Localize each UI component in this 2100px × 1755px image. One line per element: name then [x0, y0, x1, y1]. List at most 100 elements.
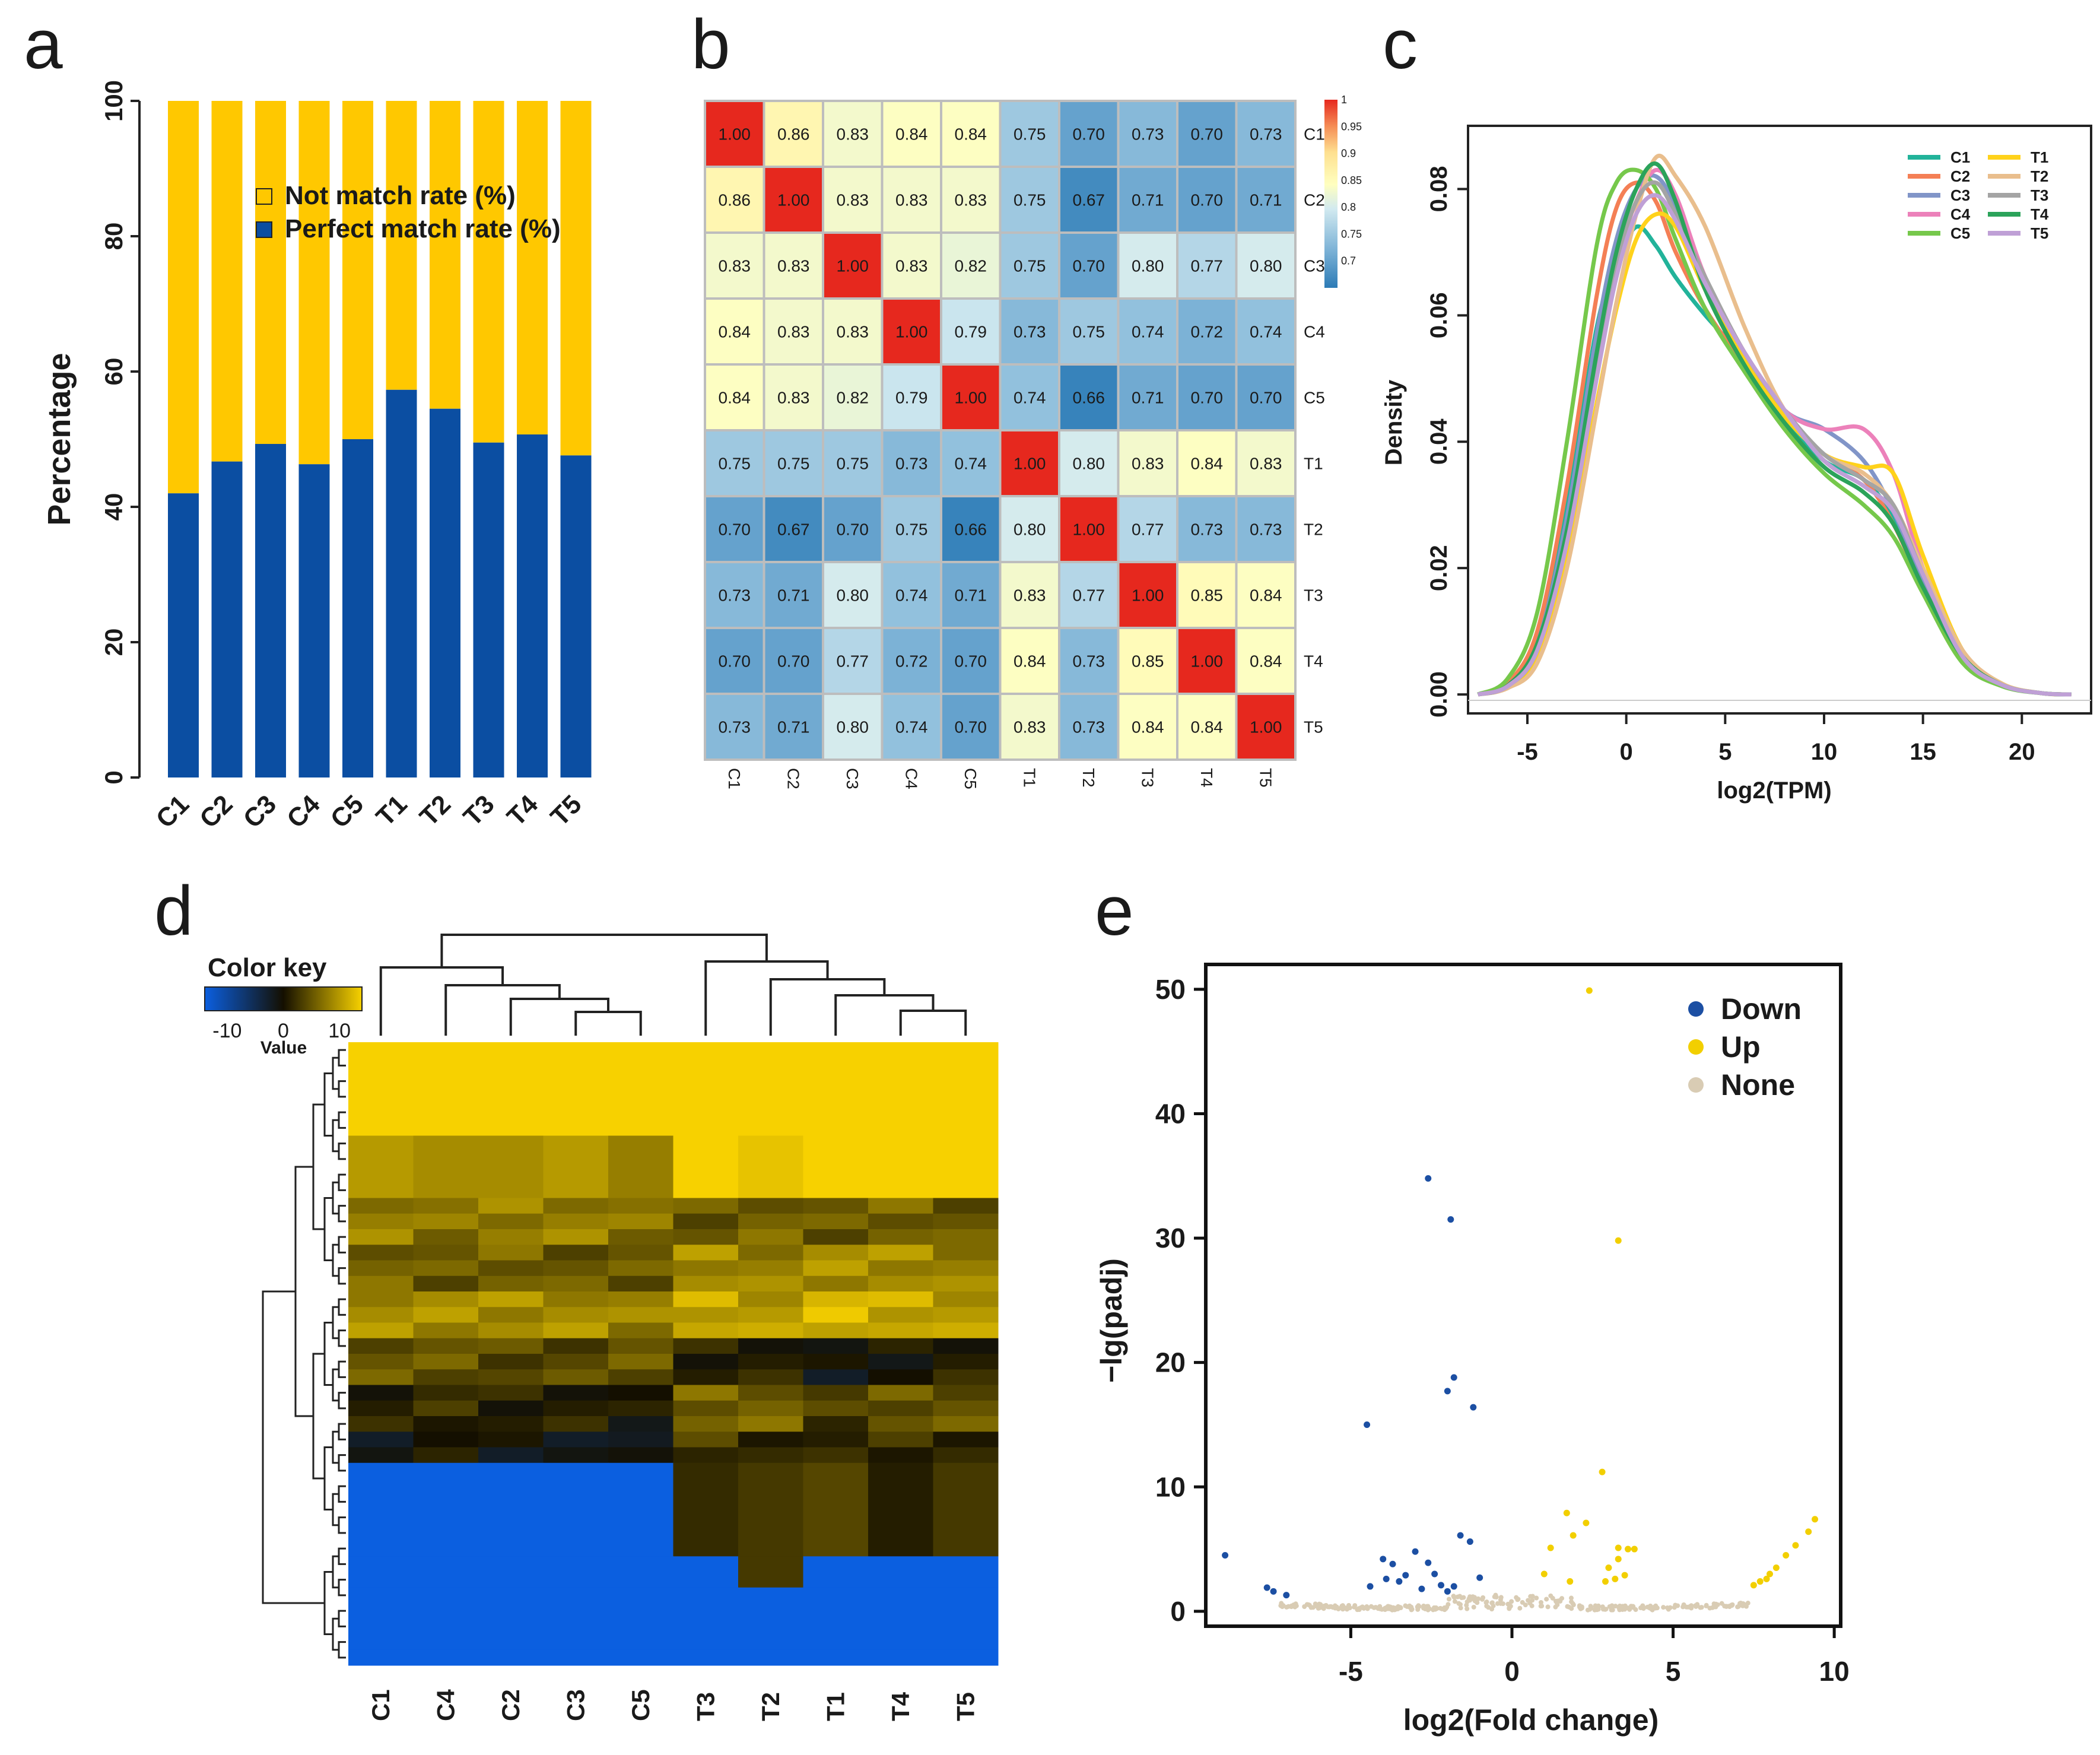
point-none	[1464, 1599, 1470, 1604]
row-dendro-link	[323, 1197, 333, 1261]
heatmap-d-cell	[738, 1494, 803, 1510]
chart-c-ylabel: Density	[1381, 379, 1407, 465]
heatmap-d-cell	[543, 1260, 609, 1277]
heatmap-d-cell	[738, 1073, 803, 1090]
heatmap-d-cell	[413, 1416, 479, 1432]
heatmap-d-cell	[413, 1400, 479, 1417]
point-up	[1615, 1237, 1622, 1244]
heatmap-cell-value: 0.83	[837, 125, 869, 144]
heatmap-d-cell	[608, 1307, 673, 1323]
point-none	[1427, 1606, 1432, 1611]
heatmap-d-cell	[673, 1447, 739, 1464]
heatmap-d-cell	[543, 1198, 609, 1214]
heatmap-d-cell	[803, 1634, 869, 1651]
heatmap-d-cell	[738, 1478, 803, 1494]
point-none	[1622, 1603, 1628, 1608]
correlation-heatmap-b: 1.00 0.86 0.83 0.84 0.84 0.75 0.70 0.73 0.70 0.73…	[704, 94, 1362, 789]
heatmap-d-cell	[803, 1229, 869, 1245]
density-line-T2	[1477, 154, 2072, 697]
heatmap-cell-value: 0.70	[837, 521, 869, 539]
heatmap-d-cell	[348, 1105, 414, 1121]
point-none	[1361, 1605, 1366, 1610]
heatmap-d-cell	[868, 1213, 933, 1230]
heatmap-d-cell	[608, 1105, 673, 1121]
point-none	[1594, 1607, 1600, 1613]
heatmap-d-cell	[478, 1151, 544, 1167]
chart-e-ytick-label: 0	[1170, 1596, 1186, 1627]
heatmap-d-cell	[933, 1151, 999, 1167]
chart-c-ytick-label: 0.08	[1426, 166, 1452, 212]
heatmap-d-cell	[608, 1541, 673, 1557]
heatmap-d-cell	[868, 1509, 933, 1526]
chart-c-xtick-label: 20	[2009, 739, 2035, 765]
chart-e-xtick-label: 10	[1819, 1656, 1850, 1687]
point-up	[1615, 1544, 1622, 1551]
heatmap-d-cell	[738, 1432, 803, 1448]
heatmap-col-label: C1	[725, 768, 744, 789]
heatmap-d-cell	[868, 1603, 933, 1619]
point-down	[1447, 1216, 1454, 1223]
heatmap-cell	[940, 627, 1002, 695]
chart-d-cells	[348, 1042, 999, 1666]
heatmap-d-cell	[608, 1322, 673, 1339]
heatmap-cell-value: 0.73	[1132, 125, 1164, 144]
heatmap-d-cell	[933, 1618, 999, 1635]
heatmap-d-cell	[543, 1073, 609, 1090]
point-up	[1812, 1516, 1819, 1523]
heatmap-cell-value: 0.74	[955, 455, 987, 473]
point-none	[1475, 1600, 1480, 1605]
heatmap-d-cell	[933, 1634, 999, 1651]
heatmap-d-cell	[608, 1634, 673, 1651]
chart-c-legend-label: T4	[2031, 205, 2049, 223]
heatmap-d-cell	[478, 1213, 544, 1230]
heatmap-d-cell	[933, 1260, 999, 1277]
heatmap-d-cell	[673, 1042, 739, 1058]
point-none	[1471, 1604, 1476, 1610]
heatmap-d-cell	[608, 1587, 673, 1604]
heatmap-d-cell	[478, 1354, 544, 1370]
heatmap-d-cell	[543, 1525, 609, 1541]
heatmap-d-cell	[803, 1322, 869, 1339]
heatmap-d-cell	[673, 1182, 739, 1198]
row-dendro-link	[338, 1360, 346, 1378]
point-down	[1367, 1583, 1374, 1590]
point-down	[1412, 1548, 1419, 1555]
heatmap-d-cell	[738, 1525, 803, 1541]
colorbar-tick-label: 0.9	[1341, 148, 1356, 160]
heatmap-d-cell	[868, 1572, 933, 1588]
heatmap-d-cell	[803, 1432, 869, 1448]
heatmap-d-cell	[738, 1603, 803, 1619]
point-none	[1713, 1604, 1718, 1609]
heatmap-d-cell	[543, 1151, 609, 1167]
heatmap-cell	[1058, 363, 1120, 431]
heatmap-d-cell	[478, 1494, 544, 1510]
point-up	[1567, 1578, 1574, 1585]
heatmap-cell-value: 0.71	[1250, 191, 1282, 210]
heatmap-cell-value: 0.70	[955, 718, 987, 737]
heatmap-cell	[822, 231, 884, 300]
heatmap-d-cell	[803, 1447, 869, 1464]
point-none	[1568, 1595, 1574, 1601]
heatmap-d-cell	[803, 1494, 869, 1510]
heatmap-d-cell	[933, 1088, 999, 1105]
col-dendro-link	[834, 994, 935, 1036]
heatmap-cell	[763, 100, 824, 168]
row-dendro-link	[338, 1454, 346, 1472]
heatmap-d-cell	[608, 1556, 673, 1572]
chart-e-xtick-label: -5	[1339, 1656, 1363, 1687]
point-none	[1553, 1604, 1558, 1610]
heatmap-row-label: T3	[1304, 586, 1323, 605]
chart-e-xtick-label: 5	[1666, 1656, 1681, 1687]
heatmap-d-cell	[738, 1556, 803, 1572]
heatmap-cell-value: 0.70	[1191, 125, 1224, 144]
point-down	[1383, 1575, 1390, 1582]
heatmap-d-cell	[673, 1275, 739, 1292]
heatmap-d-cell	[673, 1105, 739, 1121]
heatmap-d-cell	[673, 1088, 739, 1105]
colorbar-tick-label: 0.85	[1341, 174, 1362, 186]
chart-a-ylabel: Percentage	[42, 353, 77, 525]
panel-label-b: b	[691, 5, 730, 84]
heatmap-d-cell	[413, 1073, 479, 1090]
heatmap-d-cell	[478, 1525, 544, 1541]
point-none	[1545, 1604, 1551, 1610]
